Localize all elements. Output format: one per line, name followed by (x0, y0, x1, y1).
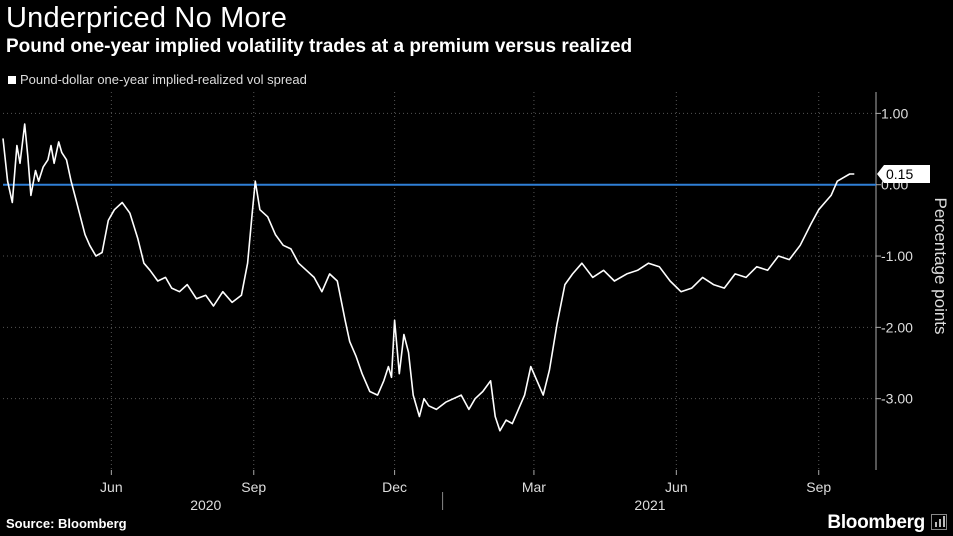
y-tick-label: -3.00 (881, 391, 913, 407)
y-tick-label: -1.00 (881, 248, 913, 264)
bar-chart-icon (931, 514, 947, 530)
y-tick-label: 1.00 (881, 105, 908, 121)
x-tick-label: Mar (522, 479, 546, 495)
x-tick-label: Jun (100, 479, 123, 495)
last-value-label: 0.15 (886, 166, 913, 182)
last-value-callout (877, 165, 930, 184)
source-note: Source: Bloomberg (6, 516, 127, 531)
x-year-label: 2020 (190, 497, 221, 513)
brand-logo: Bloomberg (827, 512, 925, 533)
y-tick-label: -2.00 (881, 319, 913, 335)
x-tick-label: Sep (806, 479, 831, 495)
x-year-label: 2021 (634, 497, 665, 513)
legend-label: Pound-dollar one-year implied-realized v… (20, 72, 307, 87)
x-tick-label: Jun (665, 479, 688, 495)
legend-swatch (8, 75, 16, 84)
series-line (2, 123, 855, 432)
chart-subtitle: Pound one-year implied volatility trades… (6, 36, 633, 57)
chart-title: Underpriced No More (6, 2, 288, 34)
x-tick-label: Dec (382, 479, 407, 495)
legend: Pound-dollar one-year implied-realized v… (8, 72, 307, 87)
x-tick-label: Sep (241, 479, 266, 495)
y-axis-label: Percentage points (931, 197, 950, 334)
